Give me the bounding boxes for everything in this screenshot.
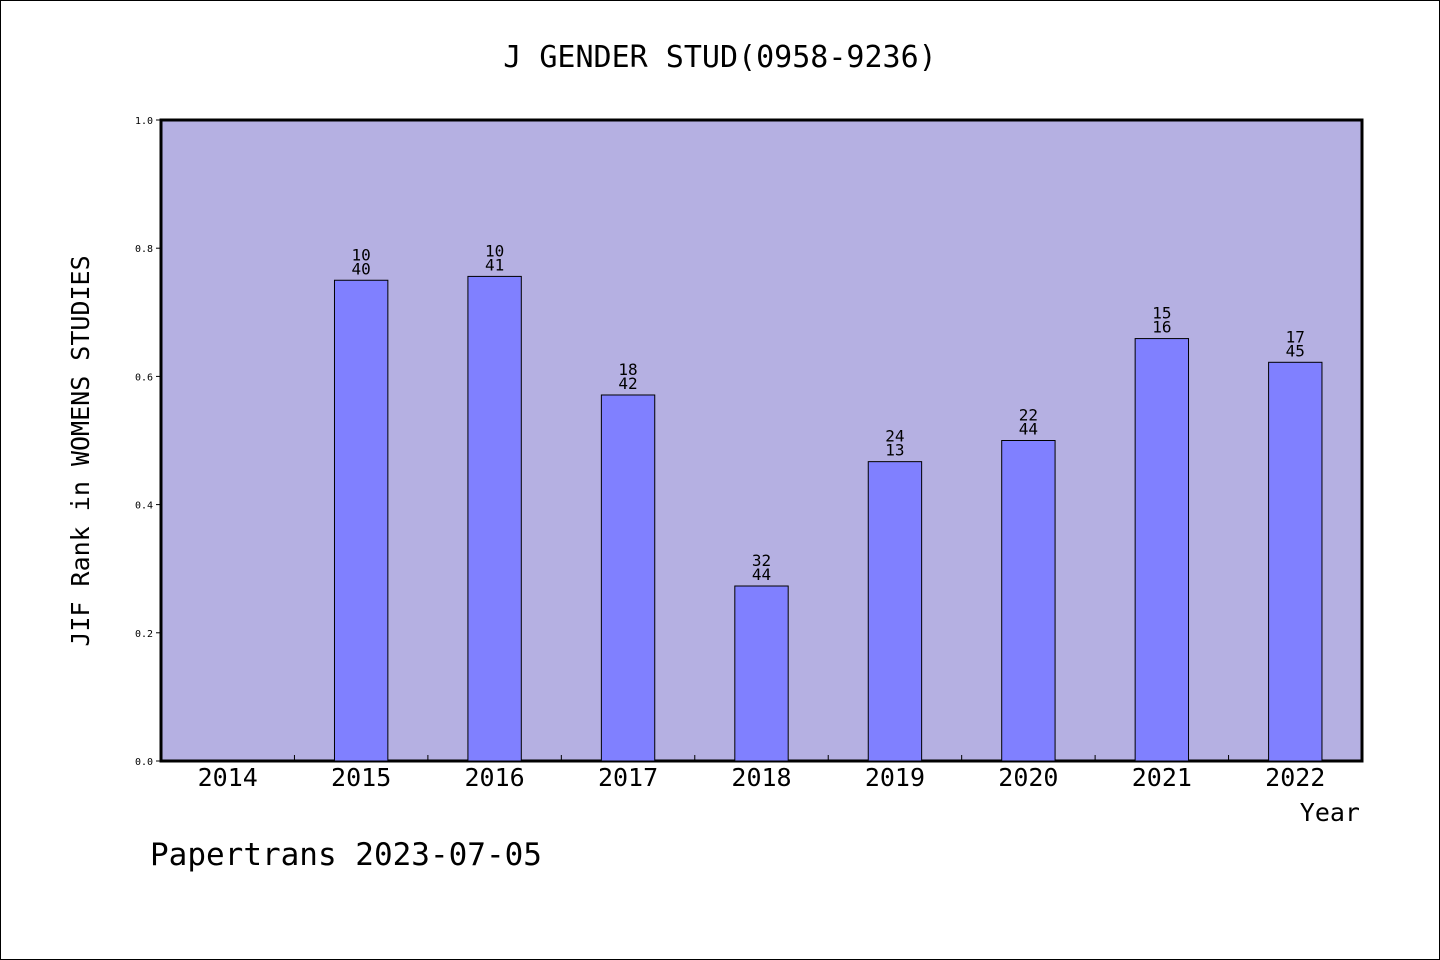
bar-2017	[600, 394, 656, 762]
bar-rank-label: 24	[885, 427, 904, 446]
x-tick-label: 2016	[465, 763, 525, 792]
x-tick-label: 2021	[1132, 763, 1192, 792]
x-axis-title: Year	[1300, 798, 1360, 827]
bar-total-label: 16	[1152, 318, 1171, 337]
bar-rank-label: 22	[1019, 406, 1038, 425]
bar-rank-label: 10	[485, 241, 504, 260]
bar-total-label: 40	[352, 259, 371, 278]
chart-title: J GENDER STUD(0958-9236)	[503, 40, 936, 75]
y-axis: 0.0 0.2 0.4 0.6 0.8 1.0	[135, 116, 161, 768]
bars	[333, 275, 1323, 762]
bar-total-label: 42	[618, 374, 637, 393]
y-tick-label: 0.2	[135, 629, 153, 640]
bar-2016	[467, 275, 522, 762]
bar-total-label: 44	[1019, 420, 1038, 439]
x-tick-label: 2019	[865, 763, 925, 792]
watermark-text: Papertrans 2023-07-05	[150, 837, 542, 873]
y-tick-label: 0.6	[135, 372, 153, 383]
bar-2019	[867, 461, 923, 762]
y-tick-label: 0.4	[135, 501, 153, 512]
x-tick-label: 2017	[598, 763, 658, 792]
bar-2022	[1268, 361, 1323, 762]
bar-rank-label: 15	[1152, 304, 1171, 323]
bar-2015	[333, 279, 389, 762]
bar-total-label: 44	[752, 565, 771, 584]
bar-2020	[1001, 440, 1056, 762]
x-axis: 2014 2015 2016 2017 2018 2019 2020 2021 2022	[198, 755, 1325, 792]
y-tick-label: 0.0	[135, 757, 153, 768]
bar-rank-label: 32	[752, 551, 771, 570]
bar-2021	[1134, 338, 1190, 762]
x-tick-label: 2015	[331, 763, 391, 792]
bar-total-label: 45	[1286, 341, 1305, 360]
y-tick-label: 0.8	[135, 244, 153, 255]
bar-rank-label: 17	[1286, 327, 1305, 346]
x-tick-label: 2022	[1265, 763, 1325, 792]
x-tick-label: 2020	[998, 763, 1058, 792]
bar-total-label: 41	[485, 255, 504, 274]
y-axis-title: JIF Rank in WOMENS STUDIES	[66, 255, 95, 646]
bar-rank-label: 10	[352, 245, 371, 264]
bar-rank-label: 18	[618, 360, 637, 379]
x-tick-label: 2018	[731, 763, 791, 792]
bar-total-label: 13	[885, 441, 904, 460]
x-tick-label: 2014	[198, 763, 258, 792]
y-tick-label: 1.0	[135, 116, 153, 127]
bar-2018	[734, 585, 789, 762]
